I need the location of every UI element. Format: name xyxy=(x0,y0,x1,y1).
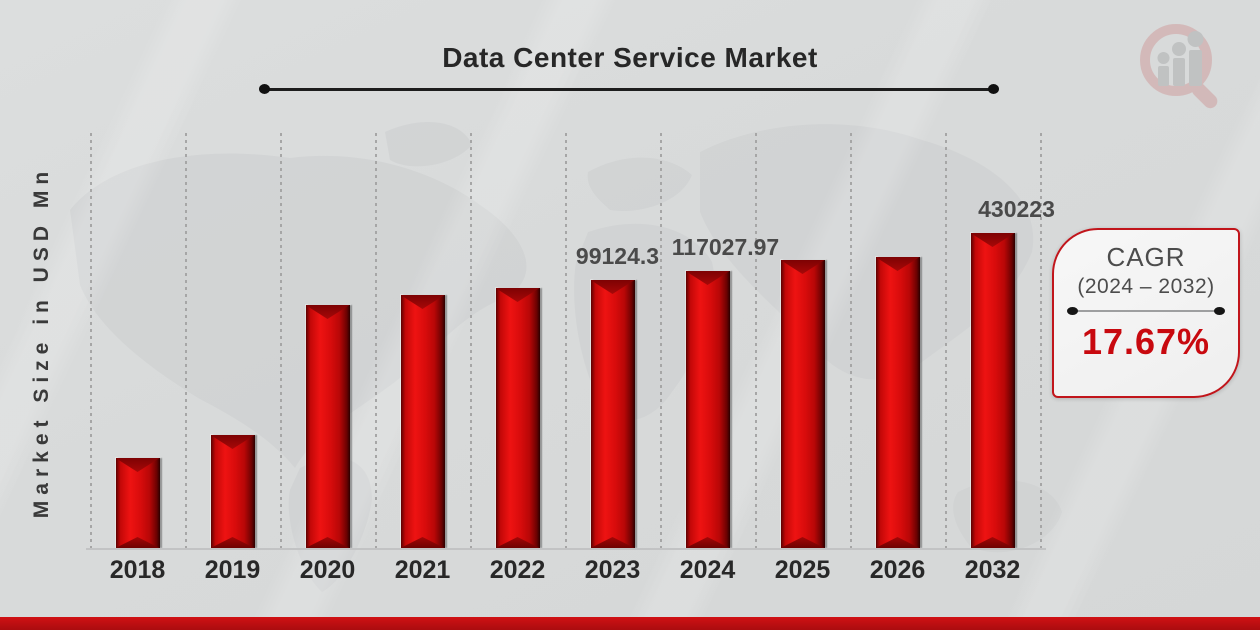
magnifier-bar-chart-logo-icon xyxy=(1140,24,1218,109)
x-tick-2023: 2023 xyxy=(584,556,641,584)
bar-2026 xyxy=(875,257,920,548)
x-tick-2020: 2020 xyxy=(299,556,356,584)
gridline xyxy=(1040,133,1042,553)
x-tick-2026: 2026 xyxy=(869,556,926,584)
x-tick-2032: 2032 xyxy=(964,556,1021,584)
cagr-value: 17.67% xyxy=(1081,321,1211,362)
bar-2025 xyxy=(780,260,825,548)
gridline xyxy=(660,133,662,553)
gridline xyxy=(280,133,282,553)
bar-2032 xyxy=(970,233,1015,548)
bar-2024 xyxy=(685,271,730,548)
bar-2022 xyxy=(495,288,540,548)
bar-value-2024: 117027.97 xyxy=(671,234,780,260)
bar-value-2023: 99124.3 xyxy=(575,243,660,269)
x-tick-2024: 2024 xyxy=(679,556,736,584)
x-tick-2022: 2022 xyxy=(489,556,546,584)
bottom-accent-bar xyxy=(0,617,1260,630)
gridline xyxy=(755,133,757,553)
bar-value-2032: 430223 xyxy=(978,196,1055,222)
gridline xyxy=(945,133,947,553)
y-axis-label: Market Size in USD Mn xyxy=(30,165,53,519)
x-axis: 2018 2019 2020 2021 2022 2023 2024 2025 2026 2032 xyxy=(90,556,1040,588)
cagr-divider xyxy=(1067,306,1225,315)
x-tick-2021: 2021 xyxy=(394,556,451,584)
bar-2021 xyxy=(400,295,445,548)
gridline xyxy=(185,133,187,553)
cagr-title: CAGR xyxy=(1106,242,1186,272)
bar-2019 xyxy=(210,435,255,548)
cagr-range: (2024 – 2032) xyxy=(1077,275,1215,298)
bar-2018 xyxy=(115,458,160,548)
gridline xyxy=(850,133,852,553)
gridline xyxy=(565,133,567,553)
gridline xyxy=(90,133,92,553)
gridline xyxy=(470,133,472,553)
gridline xyxy=(375,133,377,553)
x-tick-2025: 2025 xyxy=(774,556,831,584)
chart-title: Data Center Service Market xyxy=(442,42,818,73)
title-underline xyxy=(259,84,999,94)
x-tick-2019: 2019 xyxy=(204,556,261,584)
bar-2023 xyxy=(590,280,635,548)
cagr-badge: CAGR (2024 – 2032) 17.67% xyxy=(1052,228,1240,398)
bar-2020 xyxy=(305,305,350,548)
x-tick-2018: 2018 xyxy=(109,556,166,584)
plot-area: 99124.3 117027.97 430223 xyxy=(86,133,1055,553)
